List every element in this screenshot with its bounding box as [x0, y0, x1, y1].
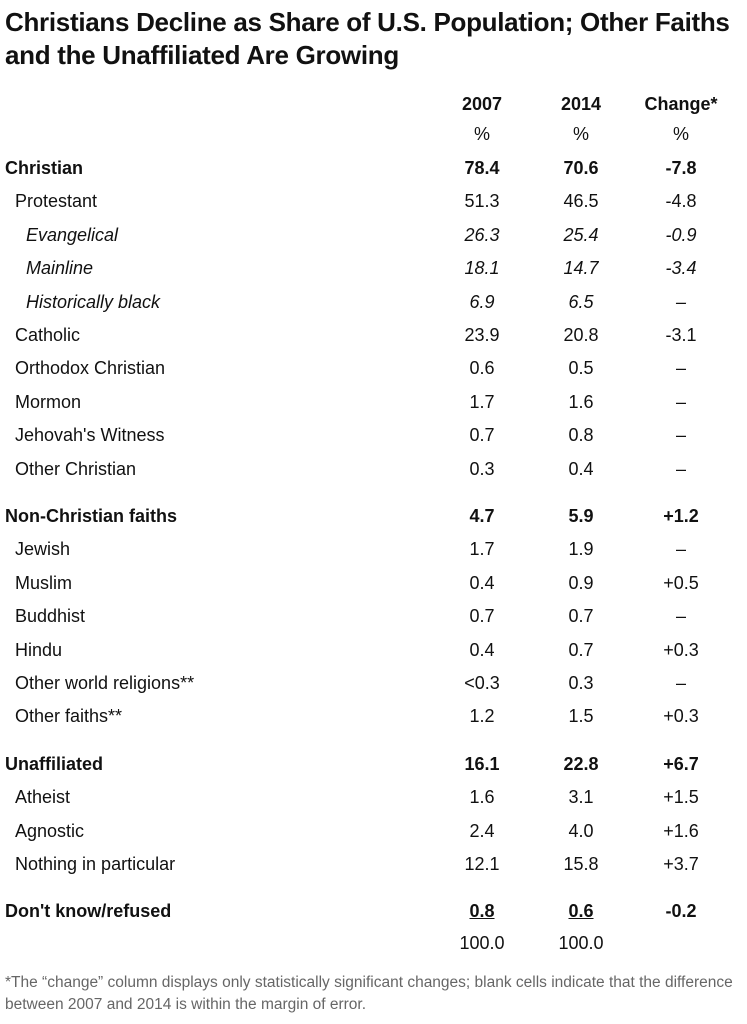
cell: 1.9	[568, 539, 594, 560]
row-label: Nothing in particular	[15, 854, 176, 874]
row-label: Mainline	[26, 258, 94, 279]
row-label: Orthodox Christian	[15, 358, 166, 379]
footnote: *The “change” column displays only stati…	[5, 974, 733, 1013]
cell: 0.4	[469, 572, 495, 593]
cell: 4.0	[568, 820, 594, 841]
title: Christians Decline as Share of U.S. Popu…	[5, 7, 730, 70]
cell: +6.7	[663, 753, 699, 774]
cell: –	[675, 391, 686, 412]
group-label: Don't know/refused	[5, 901, 172, 922]
cell: 22.8	[563, 753, 599, 774]
unit-label: %	[672, 124, 689, 144]
cell: 0.7	[568, 639, 594, 660]
cell: 0.4	[469, 639, 495, 660]
cell: 3.1	[568, 787, 594, 808]
cell: 0.6	[469, 358, 495, 379]
cell: -0.9	[665, 224, 697, 245]
cell: 1.6	[469, 787, 495, 808]
column-header: 2014	[560, 94, 602, 114]
cell: –	[675, 358, 686, 379]
group-label: Non-Christian faiths	[5, 506, 178, 526]
cell: –	[675, 291, 686, 312]
row-label: Other Christian	[15, 458, 137, 479]
row-label: Mormon	[15, 391, 82, 412]
cell: -7.8	[665, 158, 697, 178]
total: 100.0	[459, 933, 505, 954]
cell: 0.5	[568, 358, 594, 379]
cell: +3.7	[663, 854, 699, 874]
cell: 0.7	[568, 606, 594, 627]
cell: 51.3	[464, 191, 500, 212]
cell: 0.8	[469, 901, 495, 922]
cell: 15.8	[563, 854, 599, 874]
cell: 2.4	[469, 820, 495, 841]
cell: 12.1	[464, 854, 500, 874]
cell: +0.3	[663, 639, 699, 660]
cell: -3.4	[665, 258, 697, 279]
row-label: Atheist	[15, 787, 71, 808]
column-header: 2007	[461, 94, 503, 114]
column-header: Change*	[644, 94, 718, 114]
cell: 46.5	[563, 191, 599, 212]
cell: –	[675, 606, 686, 627]
cell: +1.2	[663, 506, 699, 526]
cell: 5.9	[568, 506, 594, 526]
cell: 70.6	[563, 158, 599, 178]
unit-label: %	[572, 124, 589, 144]
cell: –	[675, 458, 686, 479]
cell: 20.8	[563, 325, 599, 345]
cell: 18.1	[464, 258, 500, 279]
cell: 1.2	[469, 706, 495, 727]
row-label: Historically black	[26, 291, 161, 312]
cell: 0.4	[568, 458, 594, 479]
cell: 23.9	[464, 325, 500, 345]
cell: 26.3	[464, 224, 500, 245]
cell: -0.2	[665, 901, 697, 922]
cell: -3.1	[665, 325, 697, 345]
cell: 1.6	[568, 391, 594, 412]
cell: 0.7	[469, 425, 495, 446]
row-label: Buddhist	[15, 606, 86, 627]
cell: 0.3	[568, 673, 594, 693]
cell: 1.7	[469, 539, 495, 560]
row-label: Agnostic	[15, 820, 85, 841]
row-label: Jehovah's Witness	[15, 425, 165, 446]
cell: -4.8	[665, 191, 697, 212]
cell: +0.3	[663, 706, 699, 727]
group-label: Christian	[5, 158, 84, 178]
row-label: Evangelical	[26, 224, 119, 245]
row-label: Hindu	[15, 639, 63, 660]
cell: 0.8	[568, 425, 594, 446]
row-label: Protestant	[15, 191, 98, 212]
unit-label: %	[473, 124, 490, 144]
cell: 16.1	[464, 753, 500, 774]
cell: 0.6	[568, 901, 594, 922]
cell: +1.6	[663, 820, 699, 841]
cell: 0.9	[568, 572, 594, 593]
cell: 1.5	[568, 706, 594, 727]
cell: 6.9	[469, 291, 495, 312]
cell: 4.7	[469, 506, 495, 526]
cell: 14.7	[563, 258, 599, 279]
row-label: Catholic	[15, 325, 81, 345]
cell: +1.5	[663, 787, 699, 808]
cell: 0.3	[469, 458, 495, 479]
cell: <0.3	[464, 673, 500, 693]
cell: –	[675, 673, 686, 693]
cell: –	[675, 539, 686, 560]
row-label: Other faiths**	[15, 706, 123, 727]
row-label: Jewish	[15, 539, 71, 560]
row-label: Other world religions**	[15, 673, 195, 693]
cell: 0.7	[469, 606, 495, 627]
cell: 78.4	[464, 158, 500, 178]
cell: 1.7	[469, 391, 495, 412]
row-label: Muslim	[15, 572, 72, 593]
cell: 25.4	[563, 224, 599, 245]
cell: +0.5	[663, 572, 699, 593]
cell: 6.5	[568, 291, 594, 312]
group-label: Unaffiliated	[5, 753, 104, 774]
total: 100.0	[558, 933, 604, 954]
cell: –	[675, 425, 686, 446]
